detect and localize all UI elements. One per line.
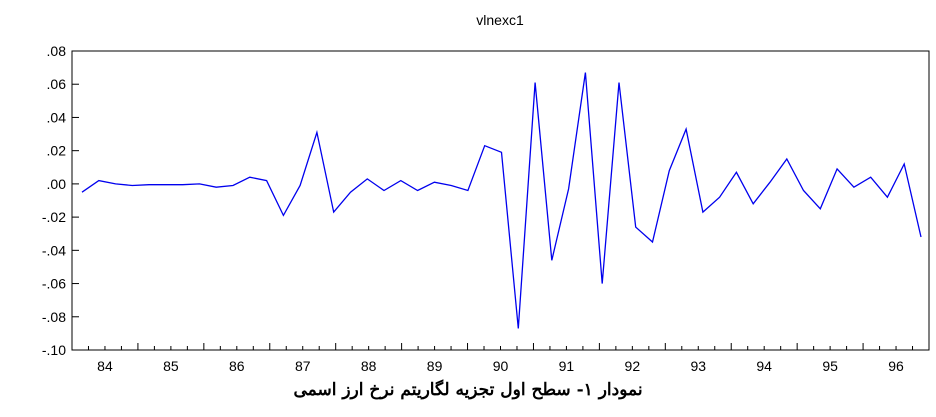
- plot-frame: [71, 50, 930, 351]
- y-tick-label: -.06: [42, 276, 66, 292]
- line-chart: vlnexc1 .08 .06 .04 .02 .00 -.02 -.04 -.06 -.08 -…: [42, 12, 930, 374]
- figure-caption: نمودار ۱- سطح اول تجزیه لگاریتم نرخ ارز …: [293, 380, 643, 400]
- y-tick-label: .02: [47, 143, 67, 159]
- chart-title: vlnexc1: [476, 12, 524, 28]
- y-tick-label: .04: [47, 109, 67, 125]
- y-tick-label: .00: [47, 176, 67, 192]
- y-tick-label: .06: [47, 76, 67, 92]
- x-tick-label: 84: [97, 358, 113, 374]
- x-tick-label: 86: [229, 358, 245, 374]
- x-tick-label: 93: [690, 358, 706, 374]
- x-axis: 84 85 86 87 88 89 90 91 92 93 94 95 96: [71, 343, 930, 374]
- x-tick-label: 92: [625, 358, 641, 374]
- x-tick-label: 90: [493, 358, 509, 374]
- x-tick-label: 95: [822, 358, 838, 374]
- x-tick-label: 94: [756, 358, 772, 374]
- series-line-vlnexc1: [81, 72, 922, 329]
- y-tick-label: -.02: [42, 209, 66, 225]
- x-tick-label: 96: [888, 358, 904, 374]
- y-tick-label: .08: [47, 43, 67, 59]
- x-tick-label: 88: [361, 358, 377, 374]
- y-tick-label: -.10: [42, 342, 66, 358]
- x-tick-label: 89: [427, 358, 443, 374]
- x-tick-label: 91: [559, 358, 575, 374]
- x-tick-label: 87: [295, 358, 311, 374]
- x-tick-label: 85: [163, 358, 179, 374]
- y-tick-label: -.08: [42, 309, 66, 325]
- y-tick-label: -.04: [42, 242, 66, 258]
- y-axis: .08 .06 .04 .02 .00 -.02 -.04 -.06 -.08 -.10: [42, 43, 79, 358]
